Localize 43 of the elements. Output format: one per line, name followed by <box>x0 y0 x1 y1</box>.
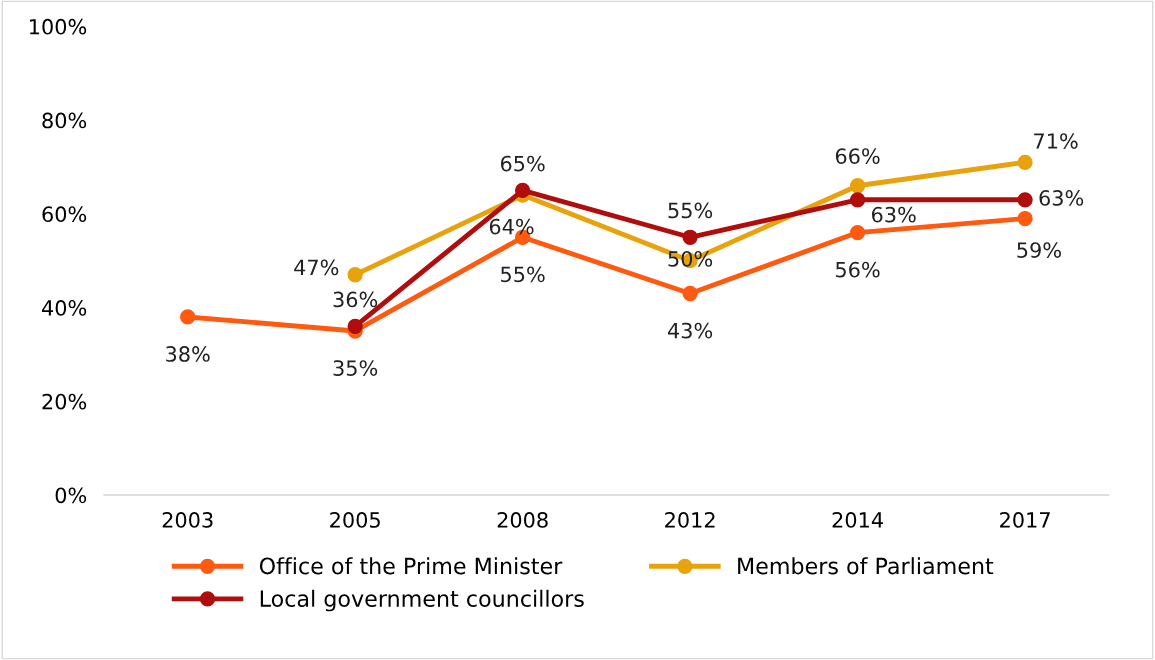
data-label: 71% <box>1034 133 1078 149</box>
data-label: 59% <box>1017 242 1061 258</box>
y-tick-label: 80% <box>42 112 87 129</box>
data-label: 50% <box>668 250 713 267</box>
data-label: 56% <box>836 261 880 278</box>
point <box>849 224 866 241</box>
data-label: 55% <box>501 266 545 283</box>
data-label: 55% <box>668 202 713 219</box>
x-tick-label: 2005 <box>330 512 380 528</box>
x-tick-label: 2008 <box>497 512 548 528</box>
data-label: 47% <box>294 259 339 276</box>
legend-label: Local government councillors <box>260 589 584 612</box>
point <box>1017 192 1033 208</box>
x-tick-label: 2014 <box>832 512 883 528</box>
y-tick-label: 40% <box>42 300 87 316</box>
point <box>1017 154 1033 170</box>
point <box>514 182 531 199</box>
data-label: 64% <box>489 218 534 235</box>
point <box>682 285 698 302</box>
data-label: 66% <box>835 148 880 164</box>
point <box>347 318 363 334</box>
data-label: 36% <box>333 291 378 308</box>
point <box>849 192 866 208</box>
y-tick-label: 100% <box>30 18 87 35</box>
x-tick-label: 2003 <box>162 512 213 528</box>
y-tick-label: 60% <box>42 206 87 223</box>
legend-label: Members of Parliament <box>738 557 994 575</box>
data-label: 63% <box>872 206 916 223</box>
data-label: 35% <box>333 360 378 376</box>
point <box>180 309 196 325</box>
legend-label: Office of the Prime Minister <box>259 557 563 575</box>
x-tick-label: 2017 <box>1000 512 1050 528</box>
data-label: 63% <box>1039 190 1084 206</box>
data-label: 38% <box>166 346 210 362</box>
y-tick-label: 0% <box>55 487 87 504</box>
y-tick-label: 20% <box>42 393 87 410</box>
point <box>1017 210 1033 227</box>
data-label: 43% <box>667 322 713 339</box>
point <box>682 229 698 245</box>
point <box>849 178 866 194</box>
data-label: 65% <box>500 155 545 172</box>
x-tick-label: 2012 <box>665 512 715 528</box>
point <box>347 267 363 283</box>
